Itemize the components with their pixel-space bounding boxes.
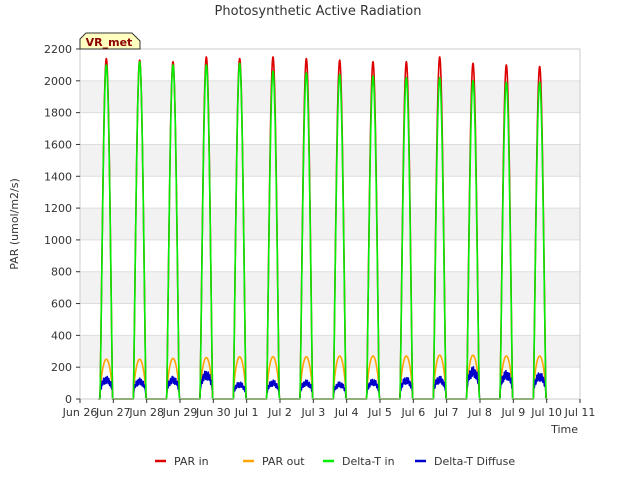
legend-entry-label: PAR in <box>174 455 209 468</box>
chart-title: Photosynthetic Active Radiation <box>215 4 422 19</box>
x-tick-label: Jul 2 <box>267 406 292 419</box>
x-tick-label: Jul 6 <box>400 406 425 419</box>
x-tick-label: Jun 27 <box>95 406 131 419</box>
x-tick-label: Jul 5 <box>367 406 392 419</box>
plot-background <box>80 80 580 368</box>
x-tick-label: Jul 10 <box>530 406 562 419</box>
x-tick-label: Jul 7 <box>434 406 459 419</box>
y-tick-label: 0 <box>65 393 72 406</box>
site-label-box: VR_met <box>79 32 141 50</box>
series-delta-t-diffuse <box>97 365 549 400</box>
plot-frame <box>79 48 581 400</box>
plot-band <box>80 271 580 304</box>
y-tick-label: 1800 <box>44 107 72 120</box>
x-tick-label: Jul 1 <box>234 406 259 419</box>
site-label: VR_met <box>86 36 133 49</box>
y-tick-label: 2200 <box>44 43 72 56</box>
x-tick-label: Jun 30 <box>195 406 231 419</box>
y-axis-label: PAR (umol/m2/s) <box>8 178 21 270</box>
x-tick-label: Jun 28 <box>128 406 164 419</box>
x-tick-label: Jul 8 <box>467 406 492 419</box>
y-tick-label: 1200 <box>44 202 72 215</box>
x-tick-label: Jul 9 <box>500 406 525 419</box>
site-label-shape <box>79 32 141 50</box>
legend-entry-label: PAR out <box>262 455 305 468</box>
plot-band <box>80 208 580 240</box>
legend-entry-label: Delta-T in <box>342 455 395 468</box>
y-tick-label: 800 <box>51 266 72 279</box>
legend: PAR in PAR out Delta-T in Delta-T Diffuse <box>155 455 515 468</box>
y-tick-label: 1000 <box>44 234 72 247</box>
x-tick-label: Jul 11 <box>564 406 596 419</box>
plot-band <box>80 335 580 368</box>
x-tick-label: Jul 3 <box>300 406 325 419</box>
x-tick-label: Jun 29 <box>162 406 198 419</box>
plot-band <box>80 144 580 177</box>
y-tick-label: 600 <box>51 298 72 311</box>
y-tick-label: 2000 <box>44 75 72 88</box>
y-tick-label: 400 <box>51 329 72 342</box>
y-tick-label: 1600 <box>44 138 72 151</box>
legend-entry-label: Delta-T Diffuse <box>434 455 515 468</box>
x-axis-label: Time <box>550 423 578 436</box>
plot-band <box>80 80 580 113</box>
x-tick-label: Jun 26 <box>62 406 98 419</box>
y-axis-ticks: 0 200 400 600 800 1000 1200 1400 1600 1800 2000 220… <box>44 43 80 406</box>
y-tick-label: 200 <box>51 361 72 374</box>
x-tick-label: Jul 4 <box>334 406 359 419</box>
y-tick-label: 1400 <box>44 170 72 183</box>
